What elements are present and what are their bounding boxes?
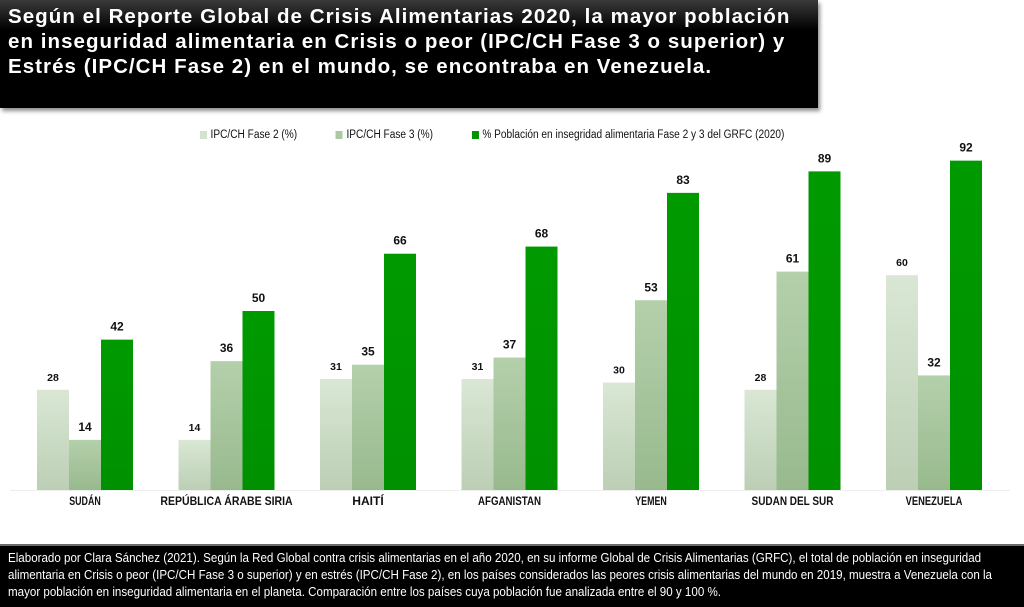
data-label-fase3: 32 [927,355,941,369]
legend-swatch-fase2 [200,131,208,139]
bar-fase2 [603,382,635,490]
category-label: SUDÁN [69,493,101,508]
legend-label-fase2: IPC/CH Fase 2 (%) [210,129,298,141]
legend-item-grfc: % Población en insegridad alimentaria Fa… [471,129,785,141]
bar-fase2 [744,389,777,490]
data-label-grfc: 92 [959,141,973,155]
data-label-fase3: 61 [786,252,800,266]
bar-fase3 [918,375,950,490]
category-label: HAITÍ [352,493,384,508]
data-label-fase2: 60 [896,257,908,269]
title-banner: Según el Reporte Global de Crisis Alimen… [0,0,818,108]
bar-fase3 [493,357,526,490]
legend-item-fase3: IPC/CH Fase 3 (%) [335,129,434,141]
bar-grfc [242,311,275,490]
bar-grfc [950,160,982,490]
data-label-grfc: 89 [818,151,832,165]
data-label-fase3: 35 [361,345,375,359]
legend-label-fase3: IPC/CH Fase 3 (%) [346,129,434,141]
bar-fase3 [210,361,243,490]
bar-fase3 [352,364,384,490]
category-label: REPÚBLICA ÁRABE SIRIA [160,493,293,508]
bar-fase2 [37,389,69,490]
bar-grfc [101,339,133,490]
data-label-fase3: 37 [503,338,517,352]
footer-note: Elaborado por Clara Sánchez (2021). Segú… [8,551,993,599]
legend-swatch-fase3 [335,131,343,139]
data-label-fase3: 36 [220,341,234,355]
category-labels-layer: SUDÁN REPÚBLICA ÁRABE SIRIA HAITÍ AFGANISTA… [69,493,962,508]
category-label: VENEZUELA [906,494,963,508]
data-label-grfc: 66 [393,234,407,248]
data-label-grfc: 50 [252,291,266,305]
data-label-fase2: 14 [189,422,201,434]
data-label-fase2: 28 [47,372,59,384]
bar-fase2 [461,379,494,490]
data-label-grfc: 83 [676,173,690,187]
chart-legend: IPC/CH Fase 2 (%) IPC/CH Fase 3 (%) % Po… [200,129,823,141]
legend-label-grfc: % Población en insegridad alimentaria Fa… [482,129,785,141]
bar-fase3 [635,300,667,490]
chart-title: Según el Reporte Global de Crisis Alimen… [8,5,791,78]
data-label-fase2: 31 [472,361,484,373]
data-label-fase2: 28 [755,372,767,384]
legend-swatch-grfc [471,131,479,139]
category-label: AFGANISTAN [478,494,541,508]
data-label-fase3: 14 [78,420,92,434]
category-label: YEMEN [635,494,667,508]
footer-note-box: Elaborado por Clara Sánchez (2021). Segú… [0,544,1024,607]
bar-grfc [667,192,699,491]
bar-fase3 [776,271,809,490]
bar-fase2 [886,275,918,490]
bar-fase2 [178,439,211,490]
data-label-fase2: 30 [613,365,625,377]
bar-grfc [525,246,558,490]
bar-chart: 28 14 42 14 36 50 31 35 66 31 37 68 30 53 83 28 61 89 60 32… [10,141,1010,508]
data-label-grfc: 68 [535,227,549,241]
bars-layer [10,160,1010,491]
category-label: SUDAN DEL SUR [752,494,834,508]
value-labels-layer: 28 14 42 14 36 50 31 35 66 31 37 68 30 53 83 28 61 89 60 32… [47,141,973,434]
data-label-fase3: 53 [644,280,658,294]
bar-fase3 [69,439,101,490]
bar-grfc [808,171,841,490]
data-label-fase2: 31 [330,361,342,373]
data-label-grfc: 42 [110,320,124,334]
bar-grfc [384,253,416,490]
legend-item-fase2: IPC/CH Fase 2 (%) [200,129,297,141]
bar-fase2 [320,379,352,490]
